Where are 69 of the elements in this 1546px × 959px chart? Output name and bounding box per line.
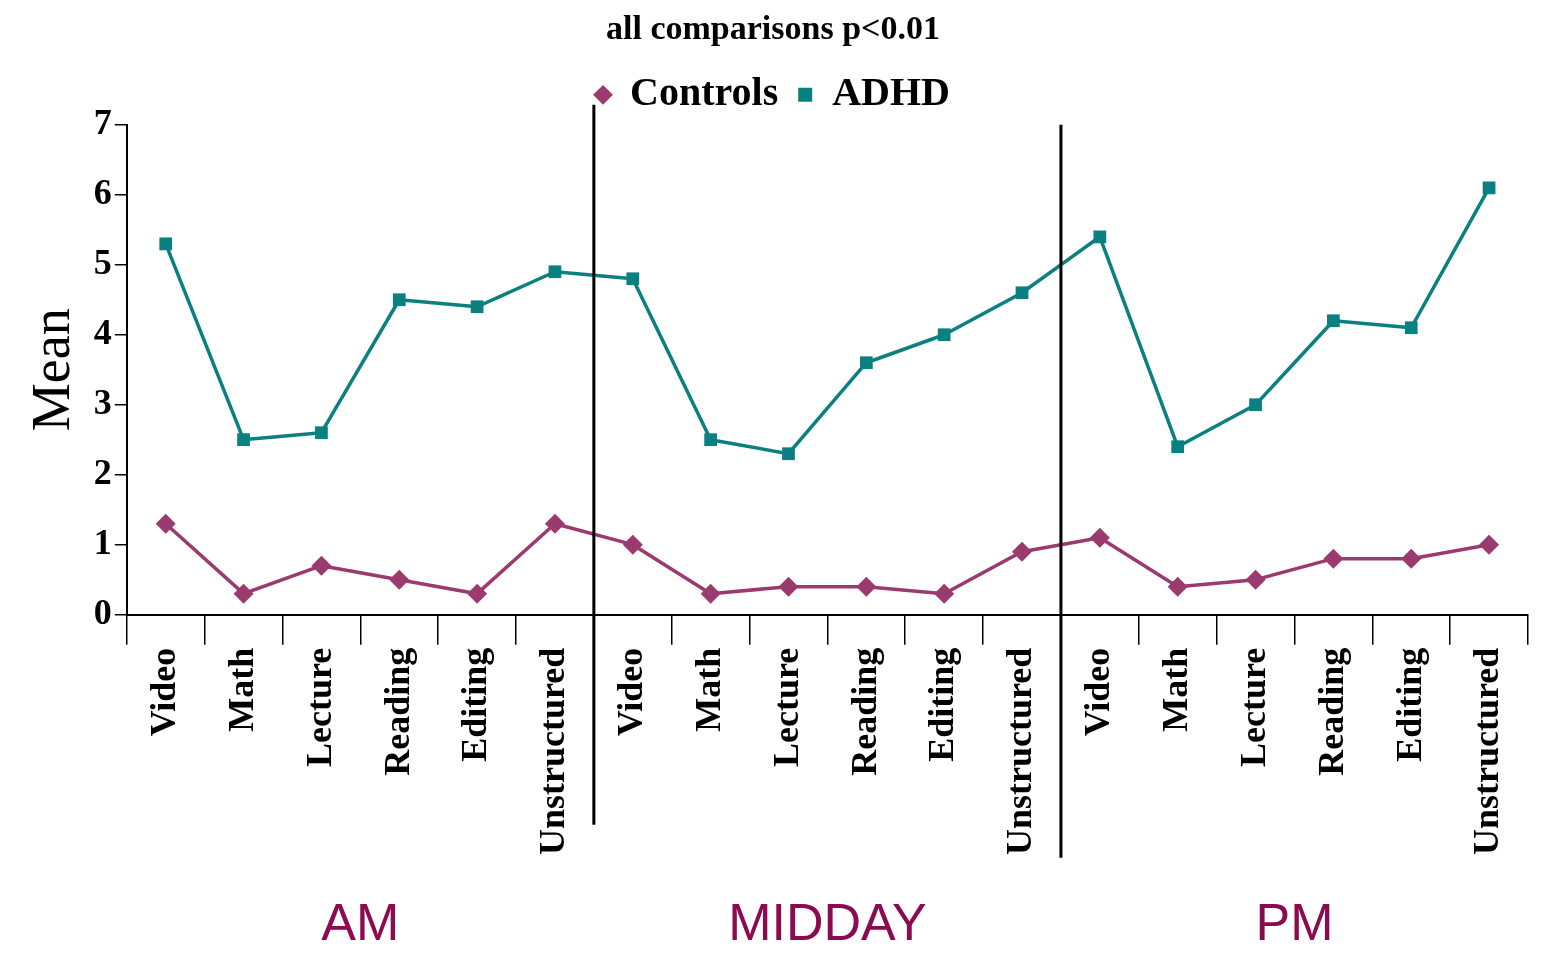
- point: [1249, 398, 1262, 412]
- y-tick-label: 3: [93, 382, 112, 423]
- y-tick-label: 6: [93, 172, 112, 213]
- x-tick-label: Reading: [376, 647, 417, 776]
- point: [934, 583, 955, 604]
- point: [470, 300, 484, 314]
- point: [311, 555, 332, 576]
- y-tick-label: 2: [93, 452, 112, 492]
- point: [467, 583, 488, 604]
- point: [1482, 181, 1496, 195]
- point: [1479, 534, 1500, 555]
- point: [937, 328, 951, 342]
- x-tick-label: Lecture: [765, 647, 806, 767]
- x-tick-label: Unstructured: [1466, 647, 1507, 856]
- point: [1323, 548, 1344, 569]
- legend-label: Controls: [630, 69, 779, 115]
- x-tick-label: Reading: [1310, 647, 1351, 776]
- y-tick-label: 1: [93, 521, 112, 562]
- point: [1015, 286, 1029, 300]
- chart-title: all comparisons p<0.01: [606, 9, 940, 47]
- x-tick-label: Reading: [843, 647, 884, 776]
- point: [1327, 314, 1340, 328]
- point: [704, 433, 717, 447]
- y-axis-title: Mean: [20, 308, 81, 432]
- x-tick-label: Unstructured: [532, 647, 573, 856]
- point: [1171, 440, 1185, 454]
- point: [392, 293, 406, 307]
- point: [1401, 548, 1422, 569]
- x-tick-label: Editing: [921, 647, 962, 762]
- y-tick-label: 7: [93, 102, 112, 143]
- point: [389, 569, 410, 590]
- point: [237, 433, 250, 447]
- point: [1167, 576, 1188, 597]
- x-tick-label: Lecture: [1232, 647, 1273, 767]
- y-tick-label: 5: [93, 242, 112, 283]
- point: [856, 576, 877, 597]
- x-tick-label: Math: [687, 647, 728, 732]
- x-tick-label: Math: [220, 647, 261, 732]
- point: [233, 583, 254, 604]
- x-tick-label: Video: [143, 647, 184, 737]
- point: [622, 534, 643, 555]
- point: [544, 513, 565, 534]
- text: PM: [1255, 893, 1334, 951]
- point: [1089, 527, 1110, 548]
- point: [700, 583, 721, 604]
- x-tick-label: Editing: [1388, 647, 1429, 762]
- x-tick-label: Video: [610, 647, 651, 737]
- point: [1245, 569, 1266, 590]
- point: [859, 356, 873, 370]
- point: [778, 576, 799, 597]
- point: [1404, 321, 1418, 335]
- y-tick-label: 0: [93, 591, 112, 632]
- y-tick-label: 4: [93, 312, 112, 353]
- point: [548, 265, 562, 279]
- point: [1093, 230, 1107, 244]
- point: [626, 272, 640, 286]
- x-tick-label: Unstructured: [999, 647, 1040, 856]
- point: [159, 237, 173, 251]
- x-tick-label: Math: [1155, 647, 1195, 732]
- point: [1012, 541, 1033, 562]
- x-tick-label: Video: [1077, 647, 1118, 737]
- point: [782, 447, 795, 461]
- x-tick-label: Editing: [454, 647, 495, 762]
- text: MIDDAY: [728, 893, 927, 951]
- text: AM: [321, 893, 400, 951]
- x-tick-label: Lecture: [298, 647, 339, 767]
- point: [315, 426, 328, 440]
- point: [155, 513, 176, 534]
- legend-label: ADHD: [832, 69, 950, 115]
